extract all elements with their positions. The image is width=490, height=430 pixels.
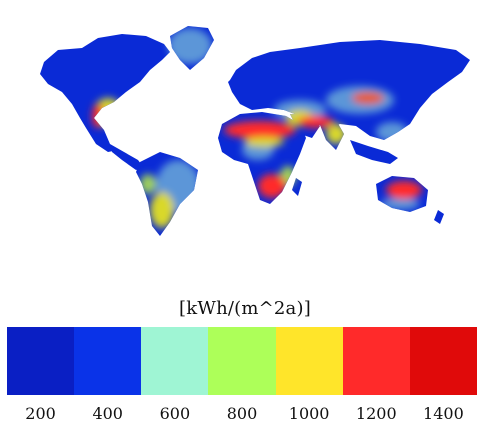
legend-tick: 800 bbox=[226, 404, 258, 423]
legend-tick: 200 bbox=[25, 404, 56, 423]
legend-swatch-600 bbox=[141, 327, 209, 395]
legend-tick: 400 bbox=[92, 404, 123, 423]
legend-swatch-1400 bbox=[409, 327, 477, 395]
world-map bbox=[40, 26, 470, 236]
legend-tick: 600 bbox=[159, 404, 191, 423]
legend-swatch-800 bbox=[208, 327, 276, 395]
legend-swatch-1000 bbox=[275, 327, 343, 395]
legend-swatch-200 bbox=[7, 327, 75, 395]
legend-tick: 1200 bbox=[355, 404, 397, 423]
legend-tick: 1000 bbox=[288, 404, 330, 423]
legend-swatch-1200 bbox=[342, 327, 410, 395]
legend-unit-label: [kWh/(m^2a)] bbox=[179, 298, 311, 319]
legend-tick: 1400 bbox=[423, 404, 464, 423]
color-scale-bar bbox=[7, 327, 477, 395]
legend-tick-labels: 200 400 600 800 1000 1200 1400 bbox=[7, 404, 477, 423]
legend-swatch-400 bbox=[74, 327, 142, 395]
